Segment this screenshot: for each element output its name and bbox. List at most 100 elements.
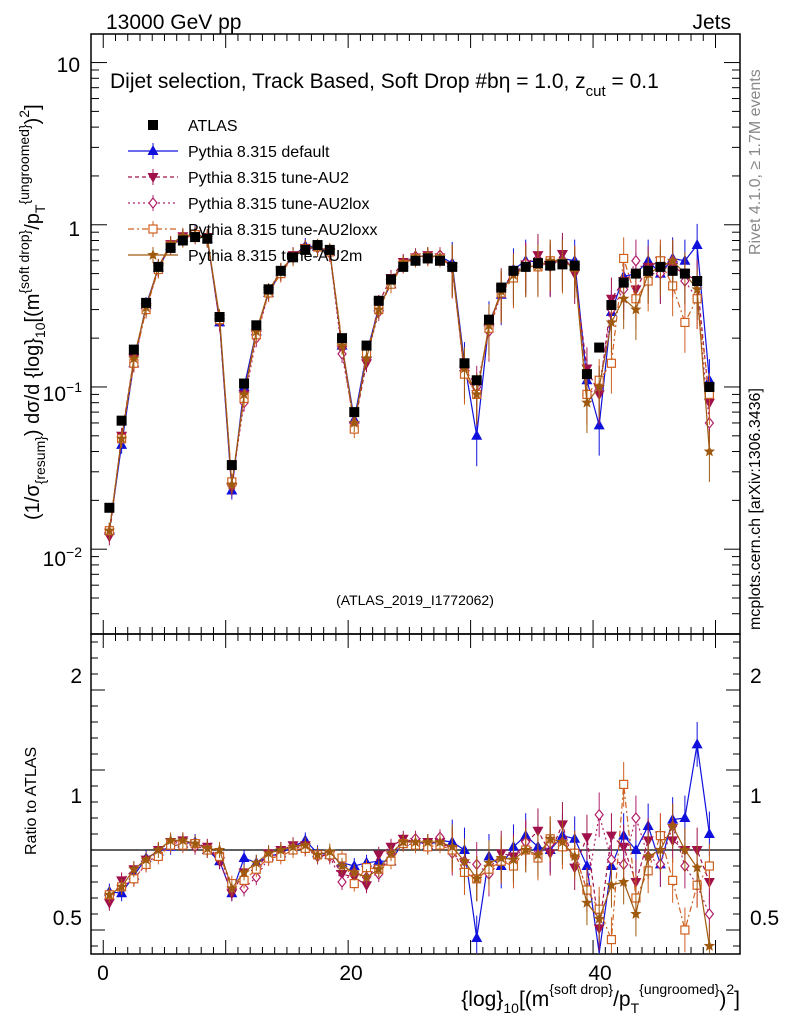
ratio-point [703, 940, 716, 951]
main-point [202, 233, 213, 244]
ratio-point [115, 880, 128, 892]
ratio-point [691, 738, 703, 749]
ratio-point [164, 834, 177, 846]
main-point [250, 325, 262, 337]
legend-label: Pythia 8.315 default [188, 144, 330, 161]
main-point [336, 339, 348, 351]
ratio-point [605, 831, 617, 842]
ratio-point [704, 861, 714, 871]
main-point [104, 502, 115, 513]
main-point [373, 303, 385, 315]
plot-title: Dijet selection, Track Based, Soft Drop … [110, 70, 659, 100]
ratio-point [593, 912, 605, 924]
legend-marker [147, 249, 159, 260]
plot-title-tail: = 0.1 [606, 70, 659, 93]
ratio-y-tick-label-0.5: 0.5 [53, 907, 82, 930]
legend-entry-0: ATLAS [148, 118, 238, 135]
ratio-point [349, 878, 359, 889]
main-point [471, 429, 483, 440]
main-point [605, 316, 618, 328]
legend-entry-3: Pythia 8.315 tune-AU2lox [128, 195, 369, 213]
ratio-plot-frame [90, 633, 741, 955]
main-point [483, 319, 495, 331]
main-point [373, 295, 384, 306]
ratio-y-tick-label-right-1: 1 [750, 785, 762, 808]
main-point [691, 239, 703, 250]
ratio-point [446, 840, 458, 852]
main-point [398, 261, 409, 272]
ratio-point [361, 881, 373, 892]
ratio-point [422, 836, 434, 847]
main-point [619, 253, 629, 264]
ratio-y-tick-label-right-0.5: 0.5 [750, 907, 779, 930]
ratio-point [397, 836, 409, 847]
main-point [569, 260, 580, 271]
ratio-series-4 [104, 762, 714, 953]
ratio-point [299, 839, 311, 851]
main-series-line [108, 233, 710, 537]
main-point [667, 265, 678, 276]
main-point [128, 344, 139, 355]
main-point [116, 415, 127, 426]
legend-marker [148, 197, 158, 209]
ratio-point [605, 879, 618, 891]
ratio-point [324, 845, 336, 857]
ratio-point [226, 882, 238, 894]
ratio-point [569, 850, 581, 862]
mcplots-label: mcplots.cern.ch [arXiv:1306.3436] [747, 388, 764, 630]
main-point [348, 417, 360, 428]
main-point [532, 258, 543, 269]
ratio-series-group [103, 722, 716, 954]
main-point [263, 284, 274, 295]
ratio-point [581, 896, 593, 908]
ratio-point [385, 847, 397, 859]
ratio-point [471, 872, 483, 884]
main-point [226, 478, 238, 490]
ratio-point [630, 844, 642, 854]
main-point [692, 276, 703, 287]
main-point [422, 253, 433, 264]
ratio-point [606, 934, 617, 945]
legend-marker [147, 173, 159, 183]
main-y-tick-label-1e-1: 10−1 [43, 379, 83, 406]
ratio-point [680, 925, 690, 935]
ratio-y-tick-label-right-2: 2 [750, 665, 762, 688]
plot-title-main: Dijet selection, Track Based, Soft Drop … [110, 70, 499, 93]
ratio-point [311, 848, 324, 860]
main-point [459, 358, 470, 369]
main-point [434, 255, 445, 266]
ratio-point [103, 888, 116, 900]
main-point [618, 292, 630, 304]
main-point [337, 333, 348, 344]
ratio-point [103, 898, 115, 909]
legend-marker [147, 145, 159, 155]
ratio-point [630, 908, 642, 919]
legend-label: Pythia 8.315 tune-AU2lox [188, 196, 369, 213]
main-point [239, 378, 250, 389]
ratio-point [336, 860, 348, 871]
ratio-point [631, 812, 641, 824]
legend-entry-2: Pythia 8.315 tune-AU2 [128, 169, 349, 187]
ratio-series-line [109, 784, 710, 940]
ratio-point [704, 908, 715, 920]
legend-entry-5: Pythia 8.315 tune-AU2m [128, 247, 362, 265]
main-point [594, 342, 605, 353]
ratio-point [458, 855, 471, 867]
main-point [115, 432, 128, 444]
ratio-point [213, 844, 226, 855]
main-point [630, 268, 641, 279]
ratio-point [262, 847, 275, 859]
main-point [680, 317, 690, 328]
rivet-label: Rivet 4.1.0, ≥ 1.7M events [747, 69, 764, 255]
main-point [300, 244, 311, 255]
main-point [593, 381, 605, 392]
main-point [655, 261, 666, 272]
ratio-point [409, 836, 422, 847]
main-point [666, 254, 679, 266]
main-series-0 [104, 232, 715, 513]
ratio-point [177, 834, 189, 846]
legend-marker [148, 120, 158, 130]
legend-entry-4: Pythia 8.315 tune-AU2loxx [128, 221, 377, 239]
x-tick-label-0: 0 [97, 962, 109, 985]
